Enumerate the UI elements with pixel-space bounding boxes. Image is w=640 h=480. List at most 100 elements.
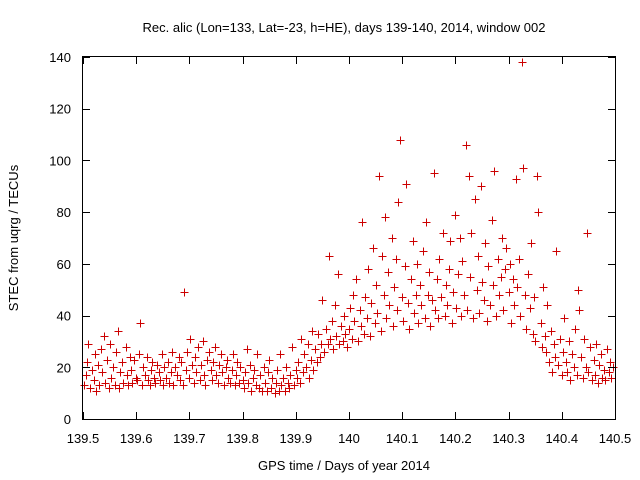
data-point	[605, 368, 614, 377]
data-point	[294, 358, 303, 367]
data-point	[114, 327, 123, 336]
data-point	[296, 379, 305, 388]
data-point	[488, 216, 497, 225]
data-point	[385, 301, 394, 310]
data-point	[191, 353, 200, 362]
data-point	[352, 275, 361, 284]
data-point	[473, 286, 482, 295]
data-point	[433, 275, 442, 284]
y-axis-label: STEC from uqrg / TECUs	[6, 164, 21, 311]
data-point	[98, 368, 107, 377]
data-point	[437, 293, 446, 302]
data-point	[475, 309, 484, 318]
data-point	[250, 366, 259, 375]
data-point	[392, 255, 401, 264]
data-point	[276, 350, 285, 359]
data-point	[300, 350, 309, 359]
data-point	[94, 361, 103, 370]
data-point	[156, 376, 165, 385]
data-point	[416, 281, 425, 290]
data-point	[442, 281, 451, 290]
data-point	[100, 332, 109, 341]
data-point	[369, 244, 378, 253]
data-point	[329, 345, 338, 354]
data-point	[541, 332, 550, 341]
data-point	[314, 330, 323, 339]
y-tick-label: 100	[49, 153, 71, 168]
data-point	[563, 368, 572, 377]
data-point	[451, 211, 460, 220]
data-point	[452, 304, 461, 313]
data-point	[405, 325, 414, 334]
data-point	[372, 281, 381, 290]
data-point	[490, 167, 499, 176]
data-point	[146, 381, 155, 390]
data-point	[345, 325, 354, 334]
data-point	[591, 371, 600, 380]
data-point	[148, 358, 157, 367]
data-point	[462, 141, 471, 150]
data-point	[586, 343, 595, 352]
data-point	[83, 358, 92, 367]
data-point	[448, 319, 457, 328]
data-point	[515, 255, 524, 264]
data-point	[109, 363, 118, 372]
data-point	[171, 363, 180, 372]
data-point	[533, 172, 542, 181]
data-point	[402, 180, 411, 189]
data-point	[367, 299, 376, 308]
data-point	[264, 368, 273, 377]
data-point	[498, 234, 507, 243]
data-point	[388, 234, 397, 243]
data-point	[568, 350, 577, 359]
y-tick-label: 140	[49, 50, 71, 65]
data-point	[208, 376, 217, 385]
data-point	[232, 371, 241, 380]
data-point	[443, 301, 452, 310]
data-point	[176, 376, 185, 385]
data-point	[215, 361, 224, 370]
data-point	[91, 350, 100, 359]
data-point	[192, 368, 201, 377]
data-point	[151, 379, 160, 388]
data-point	[236, 363, 245, 372]
data-point	[449, 288, 458, 297]
data-point	[558, 371, 567, 380]
data-point	[595, 361, 604, 370]
data-point	[550, 340, 559, 349]
data-point	[293, 374, 302, 383]
data-point	[340, 312, 349, 321]
data-point	[229, 350, 238, 359]
data-point	[494, 255, 503, 264]
data-point	[545, 358, 554, 367]
data-point	[284, 379, 293, 388]
data-point	[486, 301, 495, 310]
data-point	[454, 270, 463, 279]
data-point	[297, 335, 306, 344]
data-point	[173, 371, 182, 380]
data-point	[228, 366, 237, 375]
data-point	[380, 291, 389, 300]
data-point	[220, 381, 229, 390]
data-point	[224, 374, 233, 383]
data-point	[534, 208, 543, 217]
data-point	[188, 361, 197, 370]
data-point	[422, 218, 431, 227]
data-point	[501, 265, 510, 274]
data-point	[183, 348, 192, 357]
data-point	[435, 255, 444, 264]
x-tick-label: 140	[338, 431, 360, 446]
data-point	[505, 288, 514, 297]
data-point	[334, 270, 343, 279]
data-point	[241, 368, 250, 377]
data-point	[265, 356, 274, 365]
data-point	[510, 301, 519, 310]
data-point	[465, 172, 474, 181]
data-point	[377, 327, 386, 336]
data-point	[155, 368, 164, 377]
data-point	[565, 337, 574, 346]
data-point	[290, 381, 299, 390]
data-point	[132, 374, 141, 383]
data-point	[531, 337, 540, 346]
data-point	[495, 291, 504, 300]
